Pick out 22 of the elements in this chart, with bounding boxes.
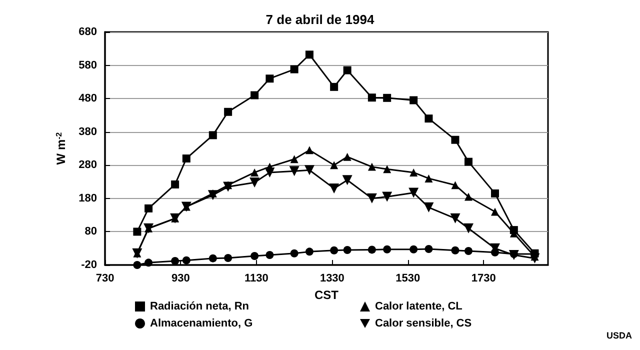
y-tick-label: -20 <box>81 259 97 271</box>
y-axis-title: W m-2 <box>54 132 68 165</box>
legend-label: Calor latente, CL <box>375 300 463 312</box>
y-tick-label: 480 <box>78 92 97 105</box>
x-tick-label: 1330 <box>320 272 344 284</box>
x-tick-label: 1530 <box>396 272 420 284</box>
x-tick-label: 1130 <box>244 272 268 284</box>
x-axis-title: CST <box>314 288 340 302</box>
legend-label: Calor sensible, CS <box>375 318 472 330</box>
x-tick-label: 930 <box>172 272 190 284</box>
y-tick-label: 80 <box>84 226 97 238</box>
text: USDA <box>606 330 632 340</box>
y-tick-label: 180 <box>78 192 97 204</box>
y-tick-label: 680 <box>78 26 97 38</box>
legend-label: Almacenamiento, G <box>150 318 253 330</box>
y-tick-label: 280 <box>78 159 97 172</box>
y-tick-label: 380 <box>78 126 97 138</box>
x-tick-label: 730 <box>96 272 114 284</box>
legend-label: Radiación neta, Rn <box>150 300 250 312</box>
y-tick-label: 580 <box>78 59 97 72</box>
chart-title: 7 de abril de 1994 <box>266 12 375 27</box>
x-tick-label: 1730 <box>471 272 496 284</box>
